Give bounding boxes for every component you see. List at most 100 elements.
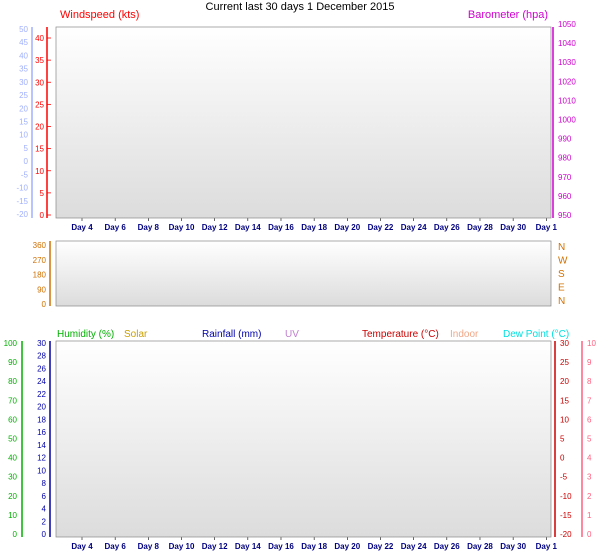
indoor-tick-label: 9 bbox=[587, 358, 592, 367]
indoor-tick-label: 3 bbox=[587, 473, 592, 482]
rain-tick-label: 20 bbox=[37, 403, 46, 412]
left-tick-label: 45 bbox=[19, 38, 28, 47]
rain-tick-label: 6 bbox=[42, 492, 47, 501]
x-tick-label: Day 1 bbox=[536, 542, 558, 551]
humidity-tick-label: 70 bbox=[8, 396, 17, 405]
wind-tick-label: 5 bbox=[40, 189, 45, 198]
humidity-tick-label: 90 bbox=[8, 358, 17, 367]
x-tick-label: Day 14 bbox=[235, 542, 261, 551]
wind-tick-label: 0 bbox=[40, 211, 45, 220]
baro-tick-label: 1050 bbox=[558, 20, 576, 29]
wind-tick-label: 15 bbox=[35, 145, 44, 154]
temp-tick-label: 0 bbox=[560, 454, 565, 463]
rain-tick-label: 30 bbox=[37, 339, 46, 348]
indoor-tick-label: 4 bbox=[587, 454, 592, 463]
legend-indoor: Indoor bbox=[450, 329, 479, 340]
wind-tick-label: 20 bbox=[35, 123, 44, 132]
rain-tick-label: 28 bbox=[37, 352, 46, 361]
indoor-tick-label: 7 bbox=[587, 396, 592, 405]
x-tick-label: Day 24 bbox=[401, 542, 427, 551]
temp-tick-label: -5 bbox=[560, 473, 568, 482]
x-tick-label: Day 20 bbox=[334, 542, 360, 551]
indoor-tick-label: 8 bbox=[587, 377, 592, 386]
x-tick-label: Day 6 bbox=[104, 542, 126, 551]
compass-label: E bbox=[558, 283, 565, 294]
humidity-tick-label: 40 bbox=[8, 454, 17, 463]
indoor-tick-label: 2 bbox=[587, 492, 592, 501]
humidity-tick-label: 60 bbox=[8, 415, 17, 424]
rain-tick-label: 22 bbox=[37, 390, 46, 399]
indoor-tick-label: 10 bbox=[587, 339, 596, 348]
rain-tick-label: 2 bbox=[42, 517, 47, 526]
left-tick-label: -15 bbox=[16, 197, 28, 206]
x-tick-label: Day 14 bbox=[235, 223, 261, 232]
temp-tick-label: 15 bbox=[560, 396, 569, 405]
x-tick-label: Day 24 bbox=[401, 223, 427, 232]
x-tick-label: Day 16 bbox=[268, 542, 294, 551]
humidity-tick-label: 100 bbox=[4, 339, 18, 348]
rain-tick-label: 10 bbox=[37, 466, 46, 475]
wind-tick-label: 25 bbox=[35, 100, 44, 109]
x-tick-label: Day 30 bbox=[500, 542, 526, 551]
humidity-tick-label: 50 bbox=[8, 435, 17, 444]
dir-tick-label: 0 bbox=[42, 300, 47, 309]
x-tick-label: Day 30 bbox=[500, 223, 526, 232]
x-tick-label: Day 22 bbox=[368, 223, 394, 232]
rain-tick-label: 14 bbox=[37, 441, 46, 450]
temp-tick-label: -15 bbox=[560, 511, 572, 520]
baro-tick-label: 950 bbox=[558, 211, 572, 220]
compass-label: N bbox=[558, 242, 565, 253]
compass-label: W bbox=[558, 256, 568, 267]
x-tick-label: Day 18 bbox=[301, 542, 327, 551]
left-tick-label: -5 bbox=[21, 170, 29, 179]
compass-label: S bbox=[558, 269, 565, 280]
dir-tick-label: 360 bbox=[33, 241, 47, 250]
baro-tick-label: 990 bbox=[558, 135, 572, 144]
legend-uv: UV bbox=[285, 329, 299, 340]
x-tick-label: Day 12 bbox=[202, 542, 228, 551]
legend-barometer: Barometer (hpa) bbox=[468, 9, 548, 21]
x-tick-label: Day 12 bbox=[202, 223, 228, 232]
baro-tick-label: 980 bbox=[558, 154, 572, 163]
indoor-tick-label: 6 bbox=[587, 415, 592, 424]
left-tick-label: 5 bbox=[24, 144, 29, 153]
legend-windspeed: Windspeed (kts) bbox=[60, 9, 139, 21]
temp-tick-label: -20 bbox=[560, 530, 572, 539]
left-tick-label: 20 bbox=[19, 104, 28, 113]
baro-tick-label: 1020 bbox=[558, 77, 576, 86]
temp-tick-label: 10 bbox=[560, 415, 569, 424]
legend-humidity: Humidity (%) bbox=[57, 329, 114, 340]
x-tick-label: Day 26 bbox=[434, 223, 460, 232]
rain-tick-label: 26 bbox=[37, 364, 46, 373]
x-tick-label: Day 4 bbox=[71, 223, 93, 232]
x-tick-label: Day 10 bbox=[169, 542, 195, 551]
dir-tick-label: 180 bbox=[33, 271, 47, 280]
baro-tick-label: 970 bbox=[558, 173, 572, 182]
dir-tick-label: 90 bbox=[37, 285, 46, 294]
temp-tick-label: 5 bbox=[560, 435, 565, 444]
chart-title: Current last 30 days 1 December 2015 bbox=[206, 1, 395, 13]
x-tick-label: Day 20 bbox=[334, 223, 360, 232]
indoor-tick-label: 0 bbox=[587, 530, 592, 539]
panel-dir-bg bbox=[55, 240, 552, 307]
left-tick-label: 15 bbox=[19, 118, 28, 127]
humidity-tick-label: 80 bbox=[8, 377, 17, 386]
humidity-tick-label: 0 bbox=[13, 530, 18, 539]
x-tick-label: Day 28 bbox=[467, 223, 493, 232]
rain-tick-label: 16 bbox=[37, 428, 46, 437]
humidity-tick-label: 10 bbox=[8, 511, 17, 520]
legend-rainfall: Rainfall (mm) bbox=[202, 329, 261, 340]
wind-tick-label: 35 bbox=[35, 56, 44, 65]
rain-tick-label: 12 bbox=[37, 454, 46, 463]
wind-tick-label: 10 bbox=[35, 167, 44, 176]
temp-tick-label: 20 bbox=[560, 377, 569, 386]
indoor-tick-label: 1 bbox=[587, 511, 592, 520]
x-tick-label: Day 4 bbox=[71, 542, 93, 551]
left-tick-label: 50 bbox=[19, 25, 28, 34]
x-tick-label: Day 18 bbox=[301, 223, 327, 232]
temp-tick-label: 30 bbox=[560, 339, 569, 348]
x-tick-label: Day 28 bbox=[467, 542, 493, 551]
left-tick-label: 35 bbox=[19, 65, 28, 74]
